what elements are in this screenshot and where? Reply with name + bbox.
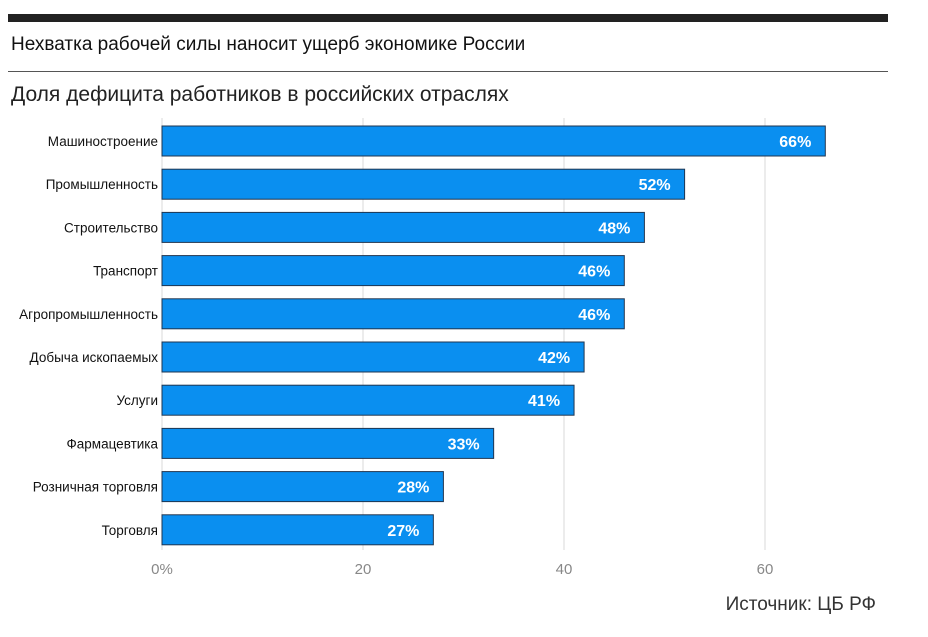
category-label: Торговля	[102, 523, 158, 538]
category-labels: Машиностроение Промышленность Строительств…	[19, 134, 158, 538]
category-label: Добыча ископаемых	[30, 350, 159, 365]
bar-value-label: 42%	[538, 350, 570, 367]
bar	[161, 125, 826, 157]
chart-subtitle: Доля дефицита работников в российских от…	[11, 83, 509, 106]
category-label: Промышленность	[46, 177, 158, 192]
bar	[161, 341, 585, 373]
bars: 66% 52% 48% 46% 46% 42% 41% 33% 28% 27%	[161, 125, 826, 546]
bar-value-label: 46%	[578, 264, 610, 281]
category-label: Розничная торговля	[33, 480, 158, 495]
bar	[161, 168, 686, 200]
category-label: Агропромышленность	[19, 307, 158, 322]
category-label: Фармацевтика	[67, 436, 159, 451]
bar-value-label: 52%	[639, 177, 671, 194]
bar-value-label: 66%	[779, 134, 811, 151]
x-tick-label: 20	[355, 561, 372, 578]
bar-value-label: 46%	[578, 307, 610, 324]
bar	[161, 471, 444, 503]
x-axis-ticks: 0% 20 40 60	[151, 561, 773, 578]
category-label: Строительство	[64, 220, 158, 235]
bar-chart: 66% 52% 48% 46% 46% 42% 41% 33% 28% 27% Машиностр…	[19, 118, 826, 578]
bar-value-label: 33%	[448, 436, 480, 453]
bar-value-label: 27%	[387, 523, 419, 540]
chart-title: Нехватка рабочей силы наносит ущерб экон…	[11, 34, 526, 55]
bar	[161, 427, 495, 459]
category-label: Услуги	[116, 393, 158, 408]
bar	[161, 298, 625, 330]
bar-value-label: 28%	[397, 480, 429, 497]
source-note: Источник: ЦБ РФ	[725, 594, 876, 615]
bar-value-label: 41%	[528, 393, 560, 410]
bar	[161, 384, 575, 416]
category-label: Транспорт	[93, 264, 158, 279]
bar	[161, 514, 434, 546]
x-tick-label: 0%	[151, 561, 173, 578]
bar	[161, 255, 625, 287]
title-divider	[8, 71, 888, 72]
category-label: Машиностроение	[48, 134, 158, 149]
bar	[161, 211, 645, 243]
x-tick-label: 40	[556, 561, 573, 578]
x-tick-label: 60	[757, 561, 774, 578]
bar-value-label: 48%	[598, 220, 630, 237]
top-accent-bar	[8, 14, 888, 22]
